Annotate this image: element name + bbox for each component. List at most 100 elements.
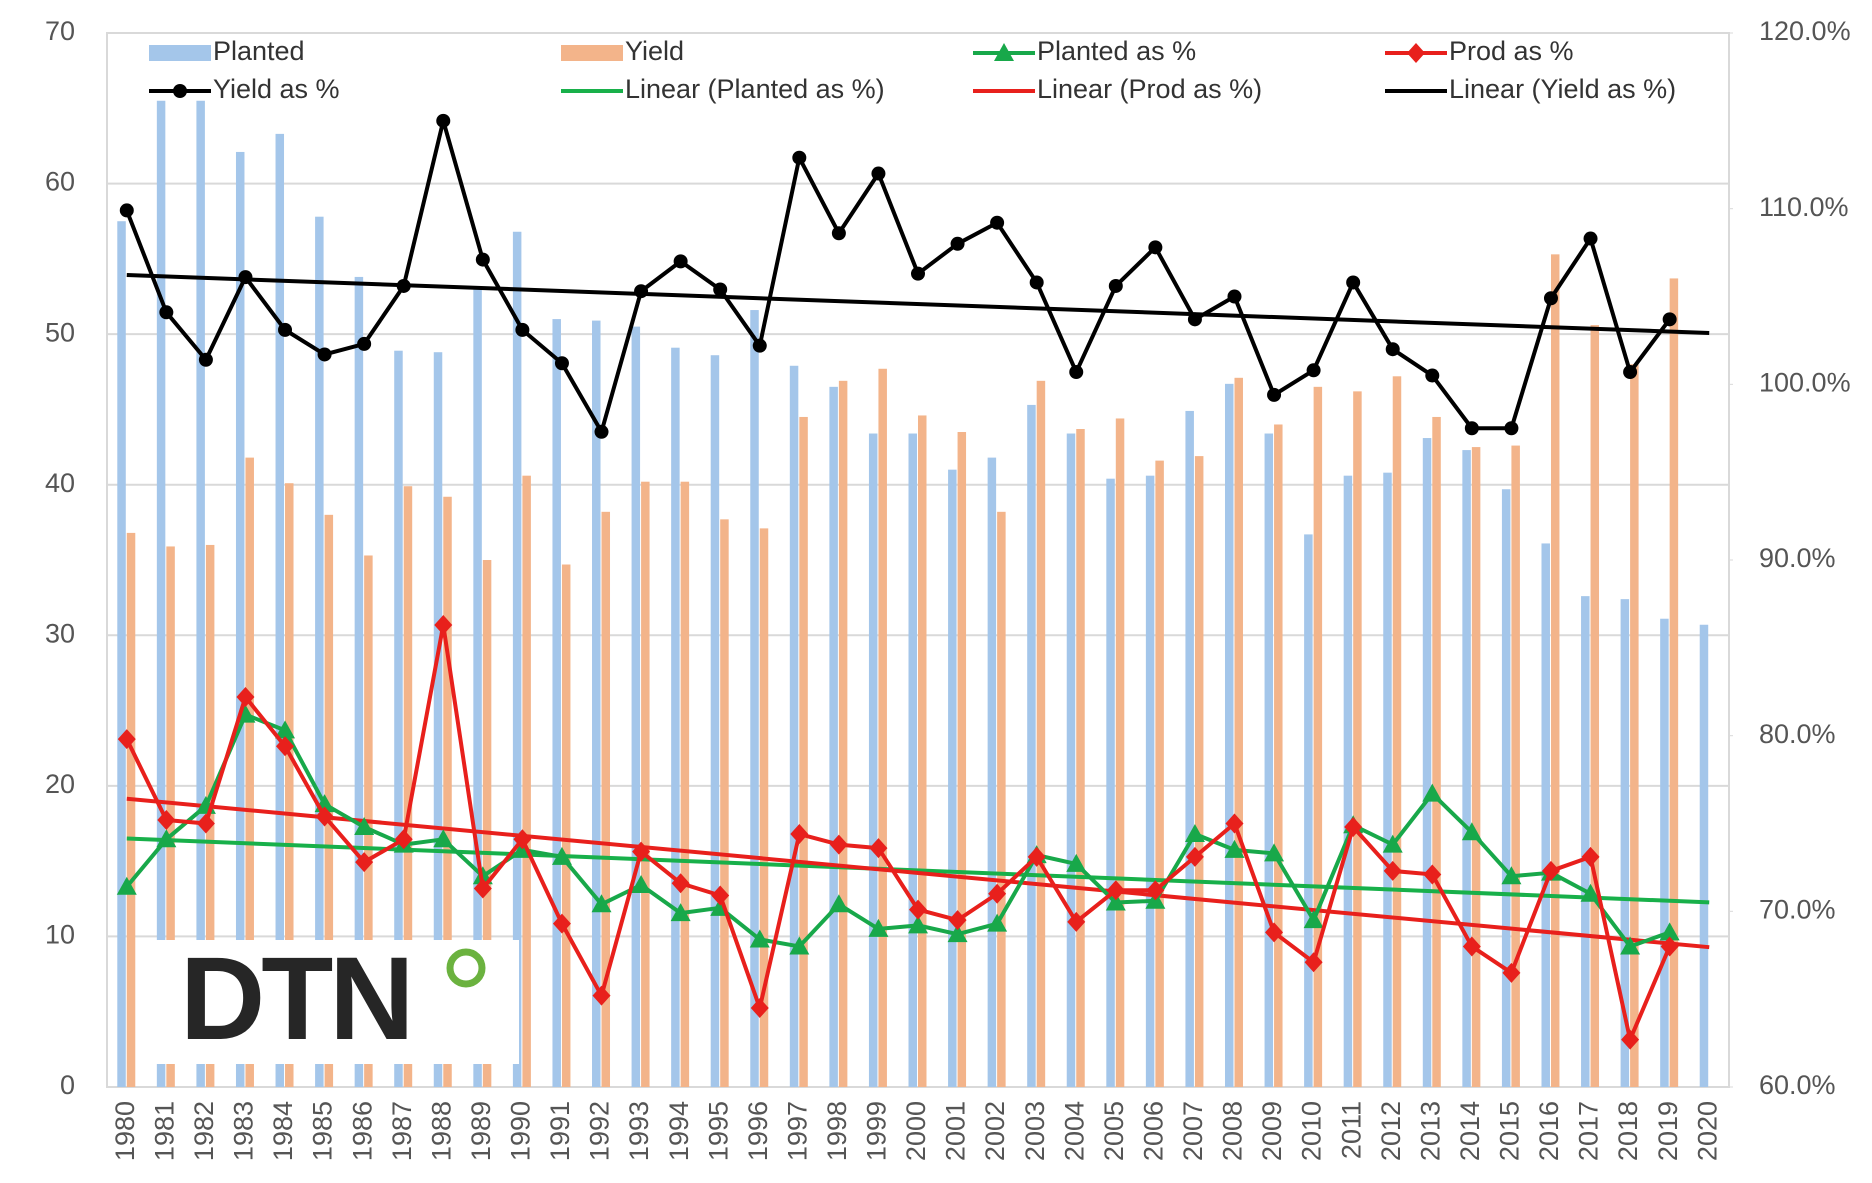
marker <box>869 838 888 859</box>
line <box>124 622 1672 1042</box>
marker <box>750 997 769 1018</box>
bar <box>1264 433 1274 1087</box>
x-tick-label: 1996 <box>743 1101 773 1161</box>
bar <box>1066 433 1076 1087</box>
bar <box>196 100 205 1087</box>
logo-ring <box>446 948 486 988</box>
marker <box>551 846 572 865</box>
bar <box>680 481 690 1087</box>
bar <box>878 368 887 1087</box>
marker <box>1620 936 1641 955</box>
bar <box>482 560 492 1087</box>
y2-tick-label: 100.0% <box>1759 367 1851 397</box>
marker <box>1461 822 1482 841</box>
y2-tick-label: 120.0% <box>1759 16 1851 46</box>
x-tick-label: 1990 <box>506 1101 536 1161</box>
bar <box>275 133 285 1087</box>
x-tick-label: 2013 <box>1415 1101 1445 1161</box>
marker <box>119 203 134 218</box>
bar <box>1432 416 1441 1087</box>
bar <box>1343 475 1353 1087</box>
x-tick-label: 1980 <box>110 1101 140 1161</box>
bar <box>473 288 482 1087</box>
marker <box>713 282 728 297</box>
x-tick-label: 2015 <box>1495 1101 1525 1161</box>
legend-label: Prod as % <box>1449 36 1574 66</box>
marker <box>238 270 253 285</box>
trendline <box>126 796 1710 950</box>
marker <box>671 873 690 894</box>
x-tick-label: 2014 <box>1455 1101 1485 1161</box>
marker <box>871 166 886 181</box>
legend-label: Linear (Prod as %) <box>1037 74 1262 104</box>
bar <box>1511 445 1520 1088</box>
y-tick-label: 10 <box>45 920 75 950</box>
legend-label: Linear (Planted as %) <box>625 74 885 104</box>
marker <box>990 215 1005 230</box>
bar <box>433 352 443 1087</box>
x-tick-label: 1995 <box>703 1101 733 1161</box>
y2-tick-label: 60.0% <box>1759 1070 1836 1100</box>
marker <box>994 43 1014 61</box>
bar <box>354 276 364 1087</box>
marker <box>475 252 490 267</box>
y2-tick-label: 70.0% <box>1759 894 1836 924</box>
legend-label: Yield <box>625 36 684 66</box>
bar <box>1383 472 1392 1087</box>
marker <box>552 913 571 934</box>
bar <box>1669 278 1679 1088</box>
marker <box>1306 363 1321 378</box>
bar <box>1274 424 1283 1087</box>
marker <box>173 84 187 98</box>
bar <box>1660 618 1669 1087</box>
marker <box>1621 1029 1640 1050</box>
y-tick-label: 70 <box>45 16 75 46</box>
x-tick-label: 2004 <box>1059 1101 1089 1161</box>
x-tick-label: 2019 <box>1653 1101 1683 1161</box>
marker <box>1425 368 1440 383</box>
marker <box>987 913 1008 932</box>
x-tick-label: 2002 <box>980 1101 1010 1161</box>
x-tick-label: 2006 <box>1138 1101 1168 1161</box>
marker <box>1660 936 1679 957</box>
marker <box>156 829 177 848</box>
marker <box>117 729 136 750</box>
x-tick-label: 2010 <box>1297 1101 1327 1161</box>
bar <box>948 469 957 1088</box>
marker <box>355 852 374 873</box>
marker <box>948 910 967 931</box>
bar <box>1027 404 1036 1087</box>
marker <box>198 352 213 367</box>
marker <box>591 894 612 913</box>
marker <box>752 338 767 353</box>
marker <box>1541 860 1560 881</box>
marker <box>909 899 927 920</box>
marker <box>1148 240 1163 255</box>
marker <box>1029 275 1044 290</box>
x-tick-label: 2017 <box>1574 1101 1604 1161</box>
legend-swatch <box>561 45 623 61</box>
bar <box>1185 410 1194 1087</box>
y-tick-label: 60 <box>45 167 75 197</box>
marker <box>1583 231 1598 246</box>
marker <box>1385 342 1400 357</box>
bar <box>403 486 413 1088</box>
legend-swatch <box>149 45 211 61</box>
marker <box>631 874 652 893</box>
line <box>124 118 1672 434</box>
bar <box>1194 456 1204 1087</box>
bar <box>1076 429 1085 1087</box>
marker <box>1185 846 1204 867</box>
marker <box>1304 952 1323 973</box>
logo: DTN <box>180 933 411 1065</box>
marker <box>1146 880 1165 901</box>
marker <box>950 236 965 251</box>
bar <box>1581 596 1590 1087</box>
marker <box>1659 922 1680 941</box>
y2-tick-label: 90.0% <box>1759 543 1836 573</box>
marker <box>1184 824 1205 843</box>
x-tick-label: 1991 <box>545 1101 575 1161</box>
marker <box>594 424 609 439</box>
bar <box>789 365 799 1088</box>
marker <box>196 813 215 834</box>
